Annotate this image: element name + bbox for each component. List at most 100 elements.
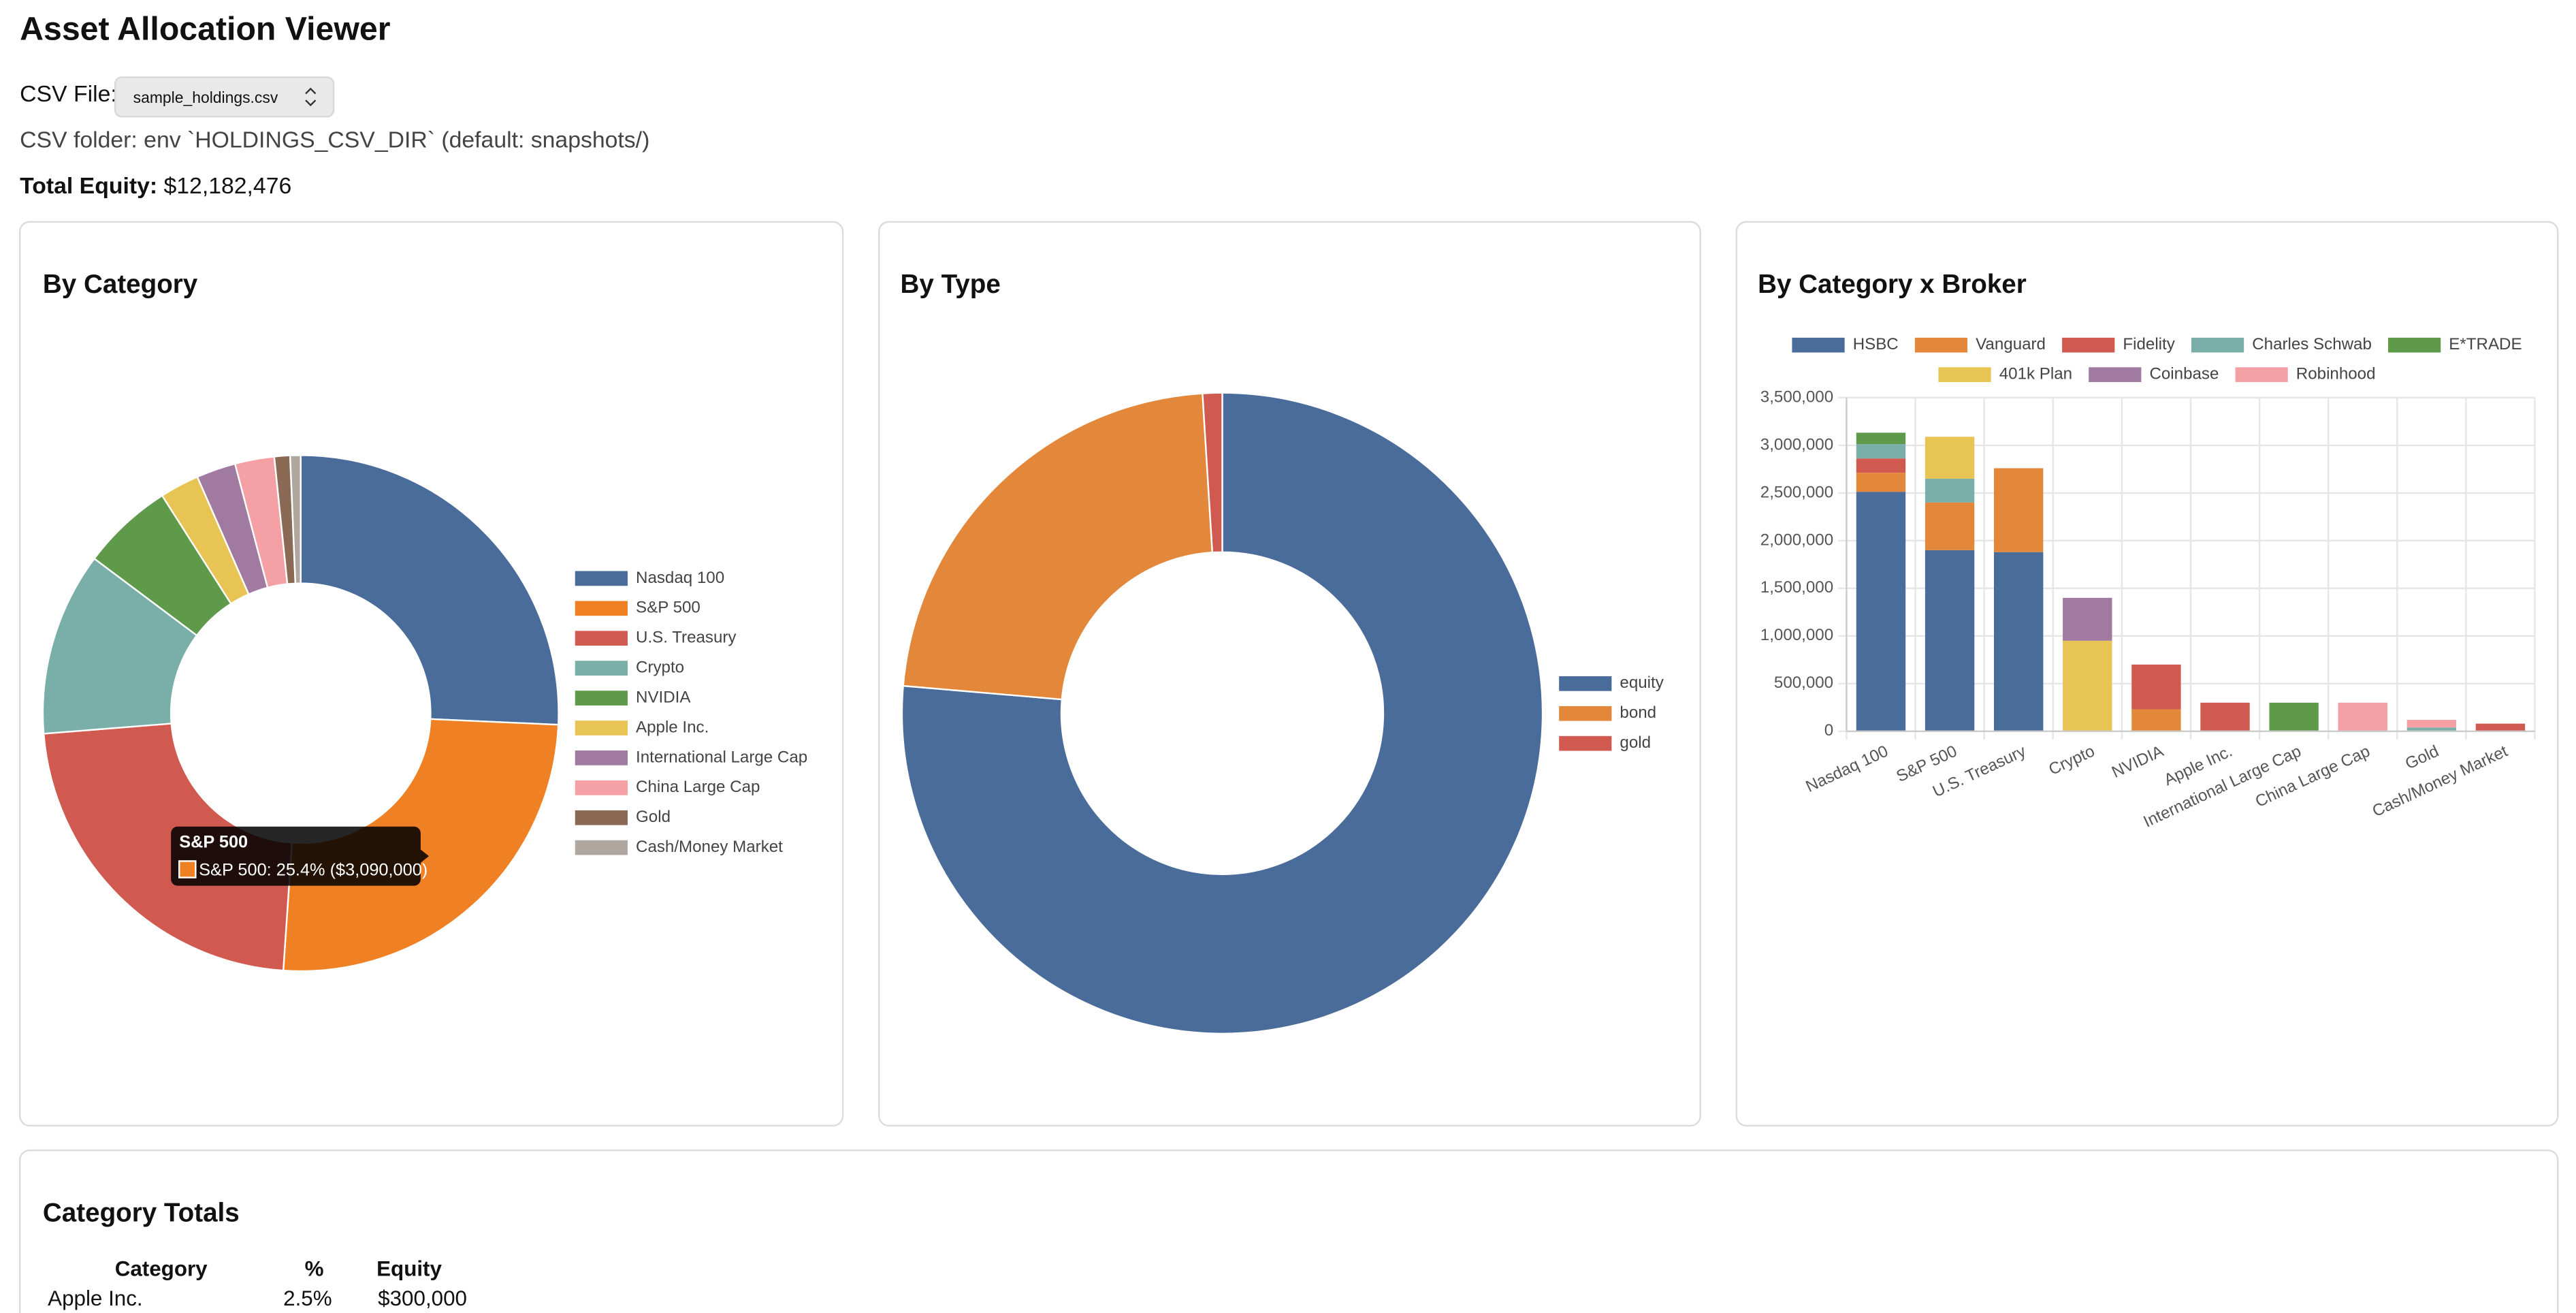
select-box[interactable]	[114, 76, 335, 118]
chart-title: By Category x Broker	[1758, 270, 2027, 299]
y-tick-label: 3,500,000	[1760, 387, 1833, 406]
donut-slice	[282, 718, 560, 972]
legend-label: bond	[1620, 703, 1656, 722]
table-cell: $300,000	[378, 1286, 467, 1310]
tooltip-title: S&P 500	[179, 833, 248, 852]
legend-swatch	[575, 810, 628, 825]
tooltip-swatch	[178, 860, 197, 879]
bar-segment	[2200, 702, 2250, 731]
legend-swatch	[575, 631, 628, 646]
table-title: Category Totals	[43, 1198, 240, 1227]
total-value: $12,182,476	[163, 173, 291, 199]
bar-segment	[1925, 502, 1975, 550]
legend-item: 401k Plan	[1938, 365, 2072, 383]
legend-swatch	[1559, 706, 1612, 721]
bar-segment	[1856, 473, 1906, 492]
y-tick-label: 2,000,000	[1760, 531, 1833, 549]
bar-segment	[2269, 702, 2319, 731]
legend-swatch	[575, 601, 628, 616]
legend-label: Coinbase	[2149, 365, 2219, 383]
bar-segment	[2063, 640, 2112, 731]
legend-swatch	[575, 691, 628, 706]
csv-label: CSV File:	[20, 81, 117, 107]
legend-swatch	[1792, 337, 1845, 353]
legend-swatch	[575, 721, 628, 735]
legend-swatch	[2062, 337, 2115, 353]
bar-segment	[2131, 664, 2181, 710]
legend-swatch	[575, 780, 628, 795]
legend-item: Charles Schwab	[2191, 335, 2372, 353]
legend-swatch	[575, 571, 628, 586]
y-tick-label: 500,000	[1774, 674, 1833, 692]
y-tick-label: 2,500,000	[1760, 483, 1833, 501]
table-cell: Apple Inc.	[48, 1286, 142, 1310]
chart-title: By Category	[43, 270, 198, 299]
legend-label: HSBC	[1853, 335, 1899, 353]
donut-slice	[902, 392, 1214, 701]
legend-label: equity	[1620, 674, 1664, 692]
y-tick-label: 1,500,000	[1760, 578, 1833, 597]
legend-swatch	[1559, 676, 1612, 691]
legend-label: 401k Plan	[1999, 365, 2072, 383]
donut-slice	[42, 557, 198, 735]
panel	[18, 1149, 2559, 1313]
table-header: Category	[115, 1257, 208, 1281]
legend-label: Crypto	[636, 659, 684, 677]
legend-label: Vanguard	[1976, 335, 2046, 353]
table-header: Equity	[376, 1257, 442, 1281]
bar-segment	[1925, 478, 1975, 503]
legend-label: Cash/Money Market	[636, 838, 783, 856]
legend-item: Vanguard	[1914, 335, 2046, 353]
table-cell: 2.5%	[283, 1286, 332, 1310]
legend-label: Charles Schwab	[2252, 335, 2372, 353]
donut-slice	[42, 723, 293, 972]
legend-label: Fidelity	[2123, 335, 2175, 353]
legend-swatch	[2191, 337, 2244, 353]
legend-swatch	[2089, 367, 2142, 383]
donut-slice	[289, 454, 302, 585]
bar-segment	[1925, 550, 1975, 731]
bar-segment	[1856, 432, 1906, 445]
legend-swatch	[575, 750, 628, 765]
legend-swatch	[575, 840, 628, 855]
legend-item: HSBC	[1792, 335, 1899, 353]
bar-segment	[2475, 723, 2526, 731]
legend-label: Nasdaq 100	[636, 569, 724, 587]
csv-select[interactable]: sample_holdings.csv	[114, 76, 335, 118]
tooltip: S&P 500 S&P 500: 25.4% ($3,090,000)	[171, 826, 429, 886]
donut-slice	[1202, 392, 1223, 554]
legend-label: International Large Cap	[636, 748, 807, 766]
bar-segment	[1993, 468, 2044, 552]
legend-label: NVIDIA	[636, 688, 691, 706]
legend-label: S&P 500	[636, 599, 701, 617]
legend-label: Robinhood	[2296, 365, 2376, 383]
legend-swatch	[575, 661, 628, 676]
charts: Nasdaq 100 S&P 500 U.S. Treasury Crypto NVID…	[42, 335, 2536, 1310]
legend-item: Fidelity	[2062, 335, 2176, 353]
legend-swatch	[2388, 337, 2441, 353]
legend-label: U.S. Treasury	[636, 629, 737, 647]
app-title: Asset Allocation Viewer	[20, 11, 391, 48]
legend-item: Robinhood	[2235, 365, 2376, 383]
legend-label: E*TRADE	[2449, 335, 2522, 353]
select-arrows	[305, 87, 317, 107]
tooltip-text: S&P 500: 25.4% ($3,090,000)	[199, 861, 428, 880]
legend-swatch	[1559, 735, 1612, 751]
y-tick-label: 0	[1824, 721, 1833, 740]
y-tick-label: 3,000,000	[1760, 435, 1833, 454]
donut-slice	[901, 392, 1544, 1034]
tooltip-box	[171, 826, 429, 886]
table-header: %	[305, 1257, 324, 1281]
legend-swatch	[1914, 337, 1968, 353]
csv-folder-note: CSV folder: env `HOLDINGS_CSV_DIR` (defa…	[20, 127, 649, 153]
select-value[interactable]: sample_holdings.csv	[133, 89, 278, 106]
total-equity: Total Equity: $12,182,476	[20, 173, 291, 199]
bar-segment	[1856, 444, 1906, 459]
bar-segment	[2406, 727, 2457, 731]
chart-title: By Type	[901, 270, 1001, 299]
legend-label: China Large Cap	[636, 778, 760, 796]
legend-swatch	[2235, 367, 2288, 383]
bar-segment	[1925, 437, 1975, 479]
